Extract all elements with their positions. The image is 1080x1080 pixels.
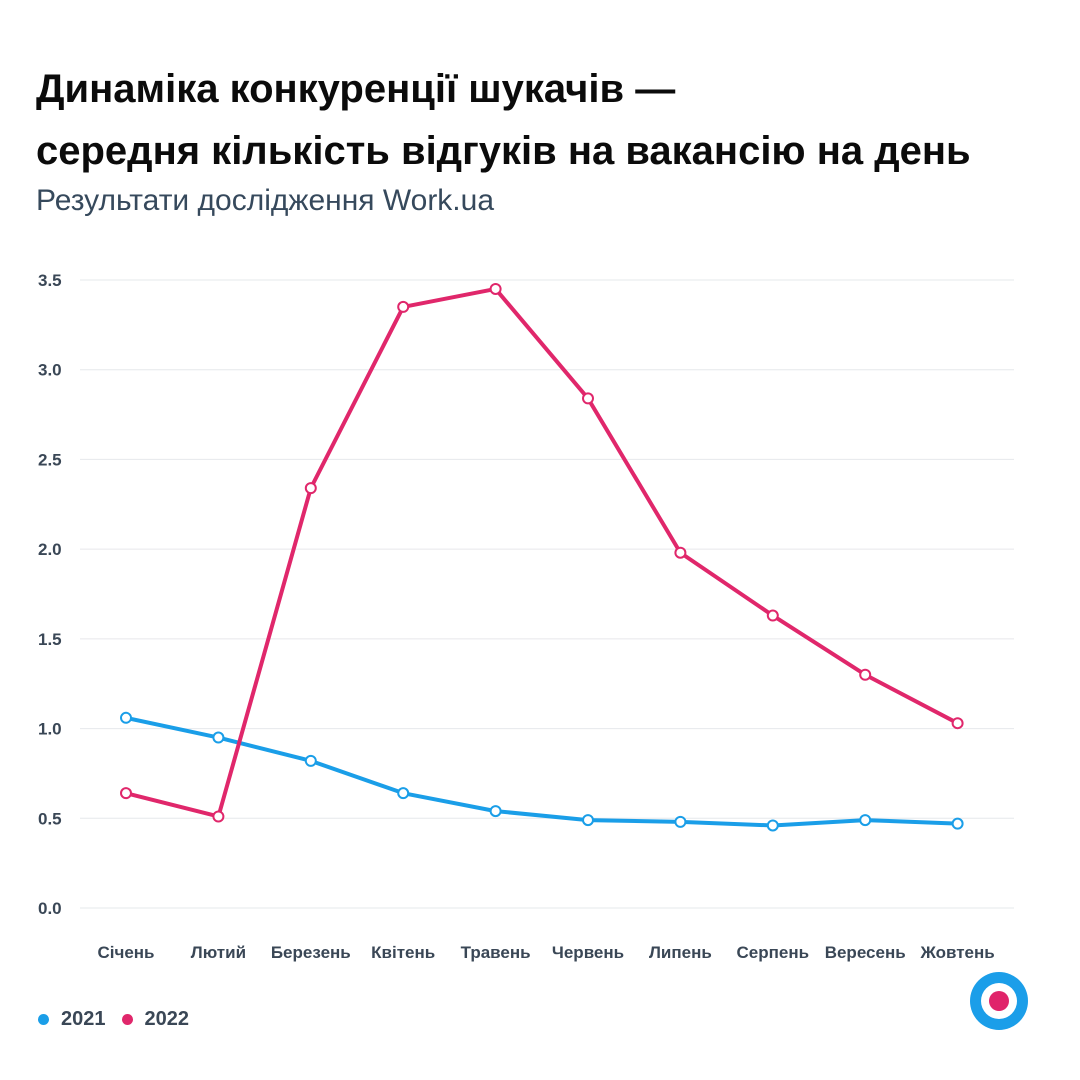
legend-label-2021: 2021 [61,1008,106,1030]
chart-subtitle: Результати дослідження Work.ua [36,184,495,217]
data-point-2021 [674,815,687,828]
logo-core [989,991,1009,1011]
x-tick-label: Серпень [737,943,810,962]
x-tick-label: Жовтень [919,943,994,962]
x-tick-label: Березень [271,943,351,962]
data-point-2022 [674,546,687,559]
data-point-2021 [120,711,132,724]
data-point-2022 [859,668,872,681]
y-tick-label: 0.0 [38,899,62,918]
series-line-2021 [124,715,960,828]
y-tick-label: 2.5 [38,450,62,469]
x-tick-label: Вересень [825,943,906,962]
x-tick-label: Лютий [191,943,246,962]
data-point-2021 [766,819,779,832]
y-tick-label: 1.0 [38,720,62,739]
data-point-2021 [397,787,410,800]
y-tick-label: 3.0 [38,361,62,380]
data-point-2022 [582,392,594,405]
data-point-2022 [397,300,410,313]
legend-label-2022: 2022 [144,1008,190,1030]
legend-dot-2021 [38,1014,49,1025]
x-tick-label: Червень [552,943,624,962]
series-line-2022 [124,286,960,819]
legend-item-2021: 2021 [38,1008,106,1031]
y-tick-label: 3.5 [38,271,62,290]
data-point-2022 [304,482,317,495]
data-point-2021 [859,814,872,827]
data-point-2022 [212,810,225,823]
series-lines [120,282,964,832]
x-tick-label: Травень [461,943,531,962]
chart-title-line-2: середня кількість відгуків на вакансію н… [36,129,971,173]
data-point-2021 [951,817,964,830]
work-ua-logo-icon [970,972,1028,1030]
grid-lines [80,279,1014,909]
logo-ring [981,983,1017,1019]
data-point-2021 [582,814,594,827]
y-tick-label: 0.5 [38,809,62,828]
y-tick-label: 2.0 [38,540,62,559]
chart-title: Динаміка конкуренції шукачів — середня к… [36,58,1046,182]
y-tick-label: 1.5 [38,630,62,649]
legend-item-2022: 2022 [121,1008,190,1031]
x-tick-label: Квітень [371,943,435,962]
data-point-2021 [304,754,317,767]
legend: 2021 2022 [38,1008,205,1031]
data-point-2022 [766,609,779,622]
x-axis-ticks: Січень Лютий Березень Квітень Травень Червень… [97,943,994,962]
chart-title-line-1: Динаміка конкуренції шукачів — [36,67,676,111]
data-point-2022 [489,282,502,295]
y-axis-ticks: 0.0 0.5 1.0 1.5 2.0 2.5 3.0 3.5 [38,271,62,918]
data-point-2022 [951,717,964,730]
data-point-2021 [212,731,225,744]
data-point-2021 [489,805,502,818]
legend-dot-2022 [121,1014,133,1025]
x-tick-label: Липень [649,943,712,962]
x-tick-label: Січень [97,943,154,962]
data-point-2022 [120,787,132,800]
